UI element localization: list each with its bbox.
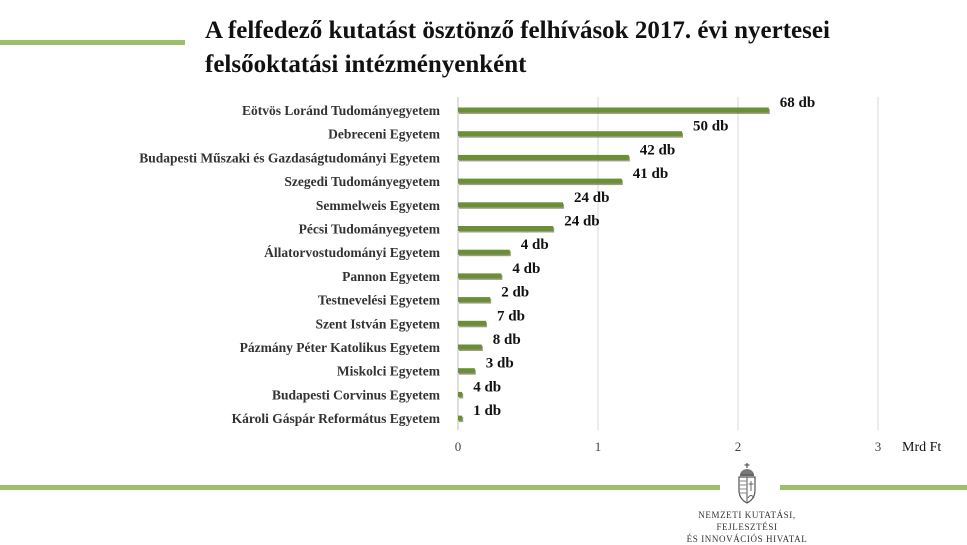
bar [458,131,682,137]
x-axis-label: Mrd Ft [902,440,941,455]
category-label: Károli Gáspár Református Egyetem [232,411,441,426]
hungarian-coat-of-arms-icon [738,463,756,504]
title-line-1: A felfedező kutatást ösztönző felhívások… [205,17,830,44]
data-label: 3 db [486,356,514,372]
bar [458,415,463,421]
bar [458,107,769,113]
x-tick-label: 3 [875,439,882,454]
data-label: 24 db [574,190,609,206]
bar [458,273,502,279]
bottom-accent-line-right [780,485,967,490]
data-label: 50 db [693,119,728,135]
bar [458,391,463,397]
category-label: Állatorvostudományi Egyetem [264,245,441,260]
bar [458,368,475,374]
data-label: 42 db [640,142,675,158]
data-label: 4 db [473,379,501,395]
data-label: 1 db [473,403,501,419]
bar [458,320,486,326]
category-label: Pannon Egyetem [342,269,441,284]
data-label: 4 db [521,237,549,253]
x-tick-label: 0 [455,439,462,454]
data-label: 68 db [780,95,815,111]
x-tick-label: 1 [595,439,602,454]
bar-chart: 0 1 2 3 Mrd Ft Eötvös Loránd Tudományegyetem 6… [139,95,941,455]
data-label: 8 db [493,332,521,348]
bar [458,178,622,184]
category-label: Pázmány Péter Katolikus Egyetem [240,340,441,355]
category-label: Szegedi Tudományegyetem [284,174,440,189]
bar [458,344,482,350]
data-label: 24 db [564,214,599,230]
data-label: 2 db [501,285,529,301]
category-label: Testnevelési Egyetem [318,293,441,308]
data-label: 41 db [633,166,668,182]
org-line-2: És Innovációs Hivatal [686,534,808,544]
top-accent-line [0,40,185,45]
slide-title: A felfedező kutatást ösztönző felhívások… [205,14,945,82]
category-label: Pécsi Tudományegyetem [299,222,441,237]
org-line-1: Nemzeti Kutatási, Fejlesztési [698,510,796,532]
bar [458,202,563,208]
category-label: Debreceni Egyetem [328,127,441,142]
title-line-2: felsőoktatási intézményenként [205,51,527,78]
bar [458,226,554,231]
bar [458,154,629,160]
category-label: Szent István Egyetem [316,316,441,331]
x-tick-label: 2 [735,439,742,454]
bottom-accent-line-left [0,485,720,490]
bar [458,249,510,255]
data-label: 4 db [512,261,540,277]
bar [458,297,491,303]
category-label: Miskolci Egyetem [337,364,441,379]
category-label: Budapesti Corvinus Egyetem [272,387,441,402]
organization-name: Nemzeti Kutatási, Fejlesztési És Innovác… [672,509,822,545]
category-label: Eötvös Loránd Tudományegyetem [242,103,441,118]
category-label: Budapesti Műszaki és Gazdaságtudományi E… [139,150,441,165]
category-label: Semmelweis Egyetem [316,198,441,213]
data-label: 7 db [497,308,525,324]
